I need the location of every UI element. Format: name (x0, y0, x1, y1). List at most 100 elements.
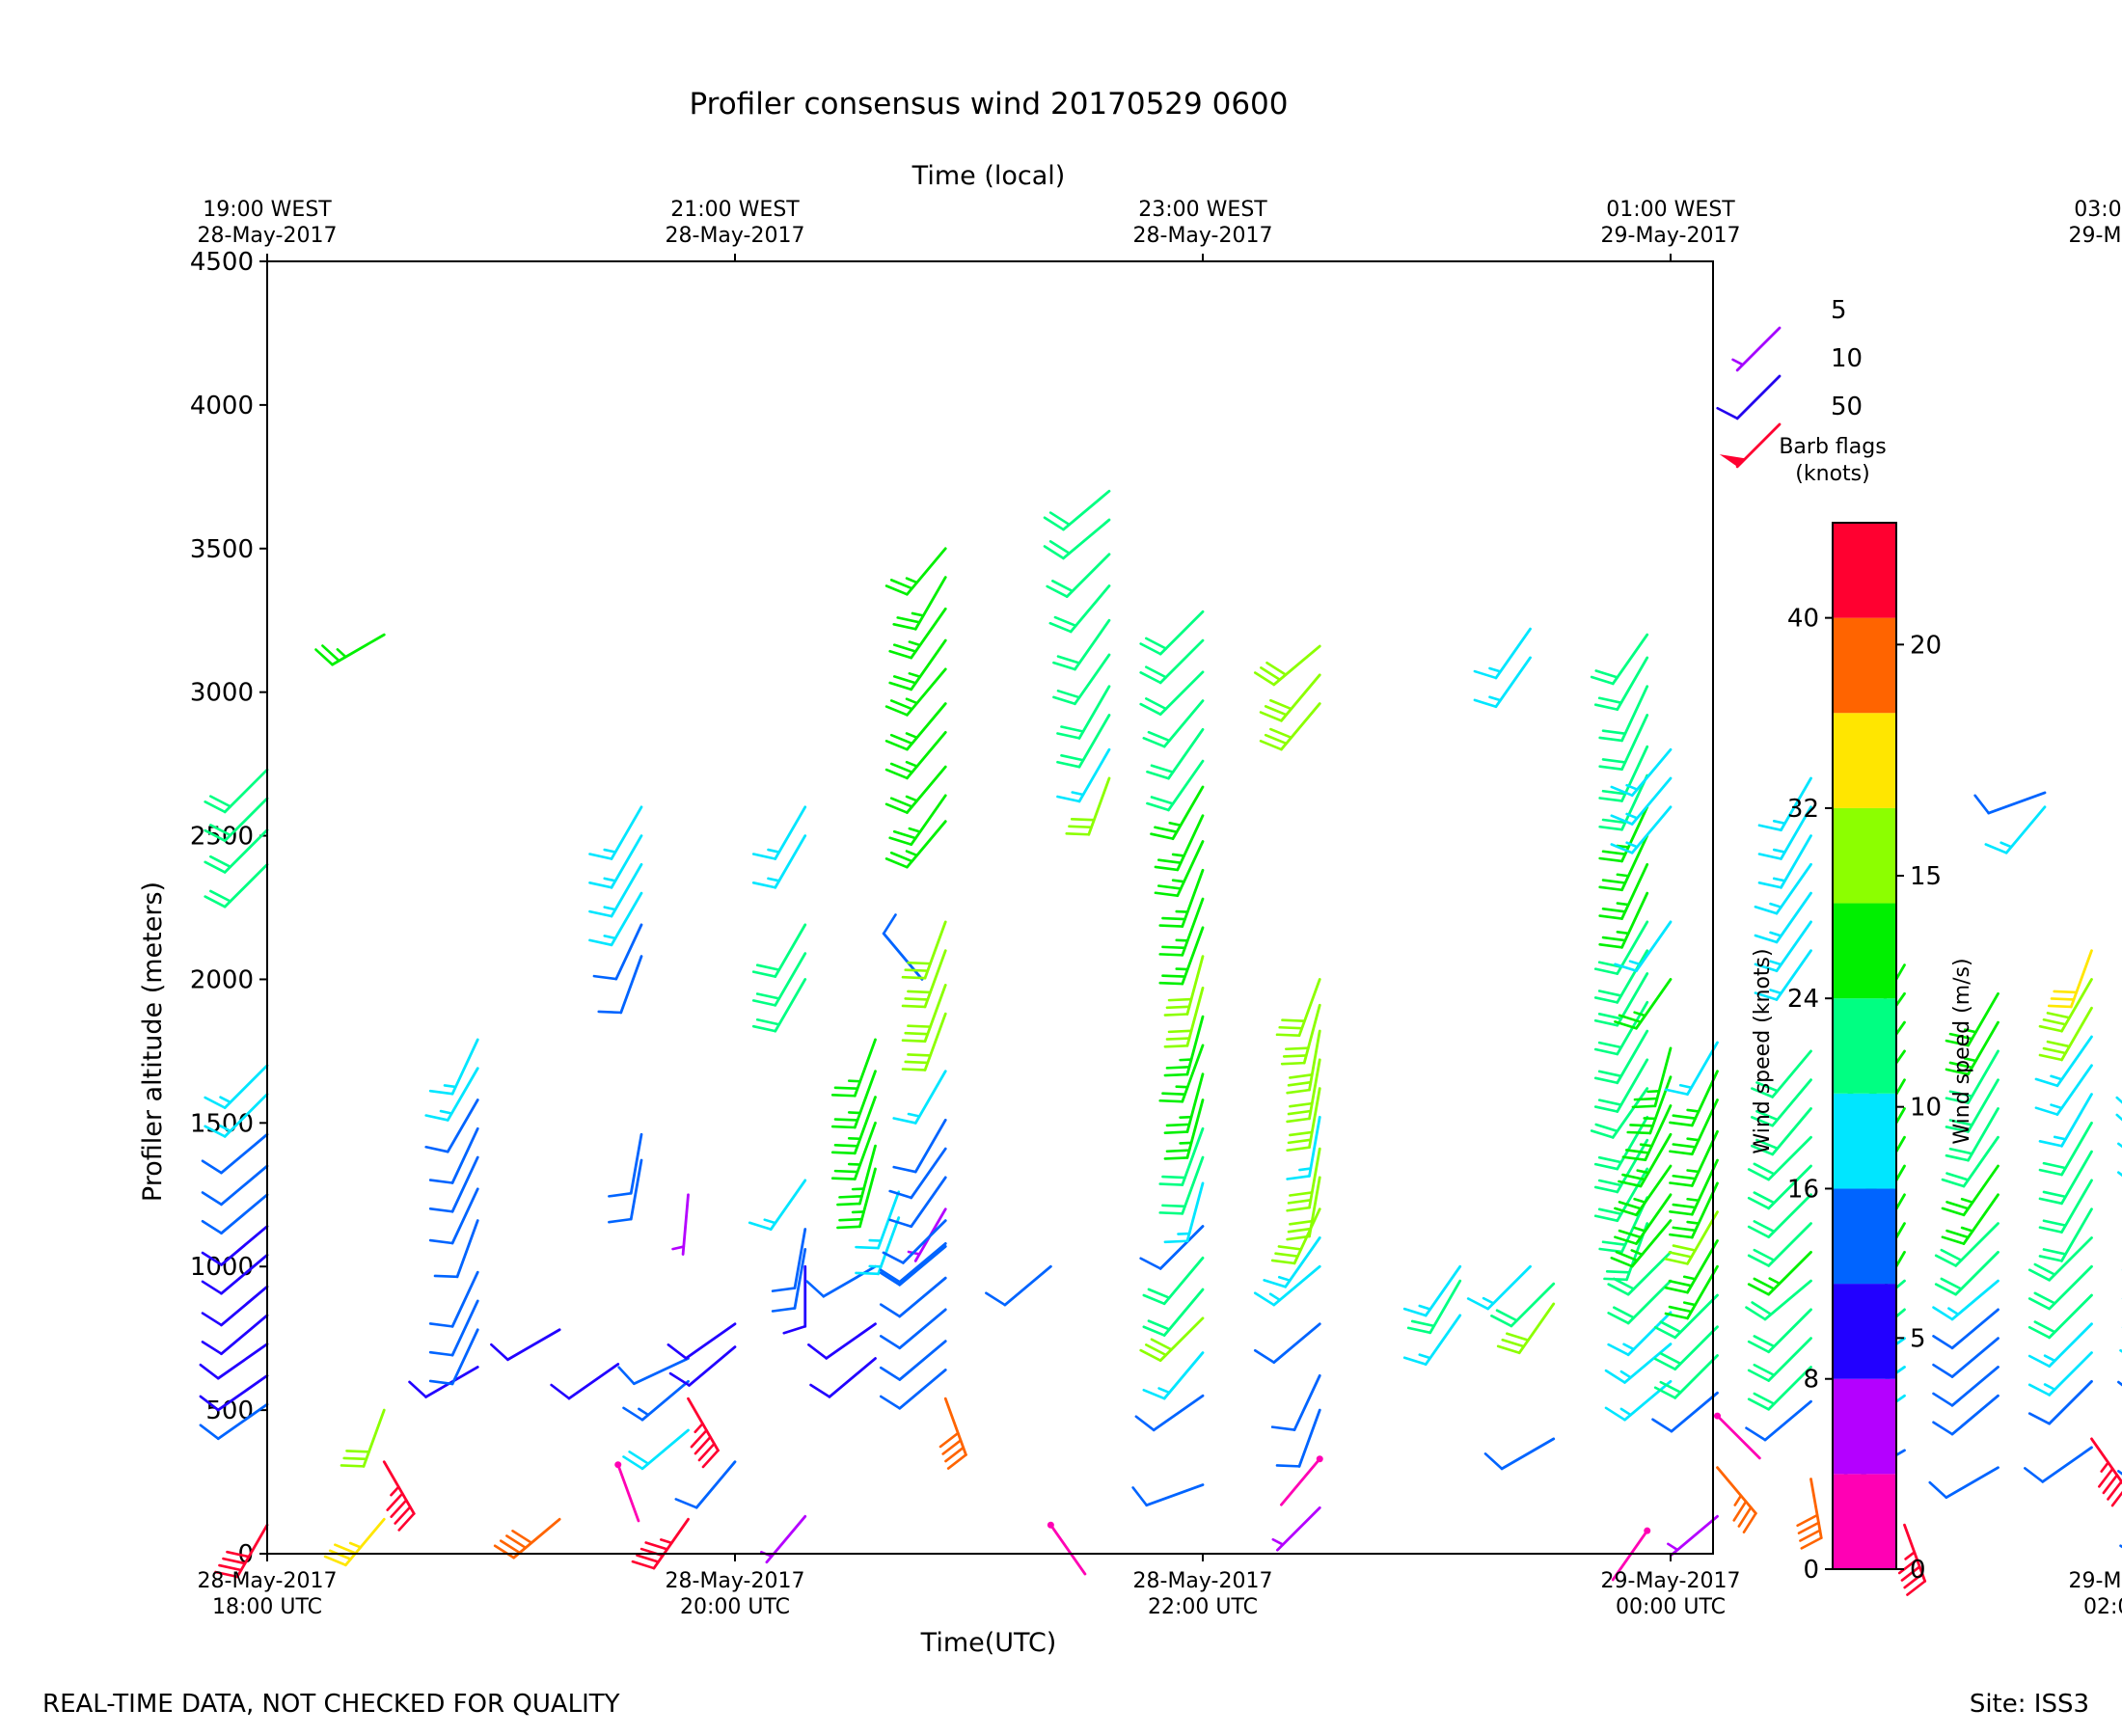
barb-full (1590, 1129, 1615, 1139)
barb-shaft (1967, 1049, 2000, 1104)
barb-full (2038, 1168, 2063, 1177)
barb-full (748, 1221, 773, 1231)
barb-full (1601, 879, 1627, 884)
barb-full (1264, 705, 1288, 717)
barb-shaft (216, 1343, 269, 1380)
barb-shaft (1735, 422, 1782, 469)
barb-shaft (1630, 776, 1673, 826)
wind-barb (1932, 1394, 2000, 1436)
barb-shaft (450, 1270, 479, 1328)
wind-barb (408, 1366, 479, 1398)
colorbar-knot-label: 0 (1803, 1556, 1819, 1585)
barb-full (201, 1280, 223, 1295)
wind-barb (1754, 891, 1812, 944)
barb-full (1048, 621, 1073, 634)
wind-barb (1047, 1521, 1087, 1576)
barb-full (1624, 1149, 1650, 1154)
barb-full (1753, 1162, 1776, 1176)
barb-shaft (877, 1190, 901, 1250)
barb-full (1605, 1270, 1631, 1274)
barb-shaft (774, 978, 807, 1033)
barb-full (1607, 1343, 1630, 1357)
wind-barb (751, 952, 807, 1007)
wind-barb (888, 638, 947, 692)
barb-shaft (882, 932, 924, 981)
barb-half (1682, 1275, 1697, 1281)
wind-barb (879, 1244, 947, 1287)
barb-full (1158, 953, 1184, 957)
barb-full (901, 1004, 927, 1009)
colorbar-band (1833, 1474, 1896, 1569)
barb-shaft (793, 1247, 807, 1310)
wind-barb (201, 1225, 269, 1266)
barb-shaft (1620, 891, 1649, 949)
wind-barb (751, 923, 807, 978)
barb-half (219, 1096, 232, 1104)
wind-barb (199, 1343, 269, 1380)
barb-shaft (1962, 1164, 2000, 1217)
barb-full (1501, 1338, 1526, 1348)
barb-shaft (898, 1242, 947, 1284)
barb-shaft (910, 1176, 947, 1229)
barb-shaft (1176, 814, 1205, 872)
barb-full (1598, 885, 1623, 892)
barb-half (694, 1422, 704, 1434)
barb-full (2033, 1262, 2056, 1276)
barb-shaft (1954, 1222, 2000, 1267)
barb-full (1800, 1536, 1823, 1550)
top-tick-date: 28-May-2017 (666, 224, 805, 248)
barb-full (1593, 1047, 1619, 1056)
barb-full (907, 990, 932, 994)
barb-full (907, 1053, 932, 1057)
wind-barb (1607, 1279, 1673, 1325)
wind-barb (428, 1187, 479, 1245)
colorbar-ms-label: 0 (1910, 1556, 1926, 1585)
wind-barb (1056, 747, 1111, 803)
barb-shaft (1616, 920, 1649, 975)
barb-full (1281, 1018, 1306, 1022)
barb-full (424, 1114, 449, 1122)
barb-shaft (1962, 1193, 2000, 1245)
wind-barb (1286, 1087, 1321, 1153)
wind-barb (1139, 638, 1205, 685)
wind-barb (614, 1461, 640, 1523)
barb-full (888, 1218, 912, 1228)
x-tick-time: 02:00 UTC (2083, 1595, 2122, 1619)
barb-full (2034, 1106, 2059, 1116)
wind-barb (1928, 1466, 2000, 1500)
barb-shaft (1775, 891, 1812, 944)
barb-full (1053, 615, 1077, 628)
barb-full (1754, 963, 1779, 972)
barb-shaft (610, 805, 643, 860)
barb-full (1043, 516, 1065, 531)
barb-full (1165, 1066, 1191, 1070)
barb-shaft (853, 1096, 877, 1155)
wind-barb (1473, 656, 1532, 709)
wind-barb (1163, 955, 1205, 1017)
barb-full (1601, 850, 1627, 856)
barb-shaft (853, 1038, 877, 1098)
wind-barb (1598, 714, 1649, 772)
barb-shaft (1077, 685, 1111, 740)
barb-full (694, 1435, 712, 1455)
barb-full (2027, 1383, 2051, 1397)
barb-shaft (610, 834, 643, 889)
barb-shaft (910, 794, 947, 847)
wind-barb (1614, 1193, 1673, 1245)
barb-full (889, 851, 913, 863)
barb-shaft (1158, 1225, 1205, 1270)
barb-shaft (331, 633, 386, 666)
barb-full (334, 1543, 357, 1555)
barb-full (2042, 1190, 2067, 1199)
wind-barb (1611, 1527, 1651, 1582)
barb-full (888, 836, 912, 846)
wind-barb (809, 1357, 877, 1398)
barb-shaft (1620, 714, 1649, 772)
legend-barb (1716, 374, 1782, 420)
wind-barb (884, 730, 947, 780)
barb-full (1043, 545, 1065, 560)
barb-full (1621, 1173, 1646, 1181)
barb-full (1142, 1293, 1166, 1306)
barb-full (1065, 832, 1091, 836)
barb-full (209, 824, 232, 837)
